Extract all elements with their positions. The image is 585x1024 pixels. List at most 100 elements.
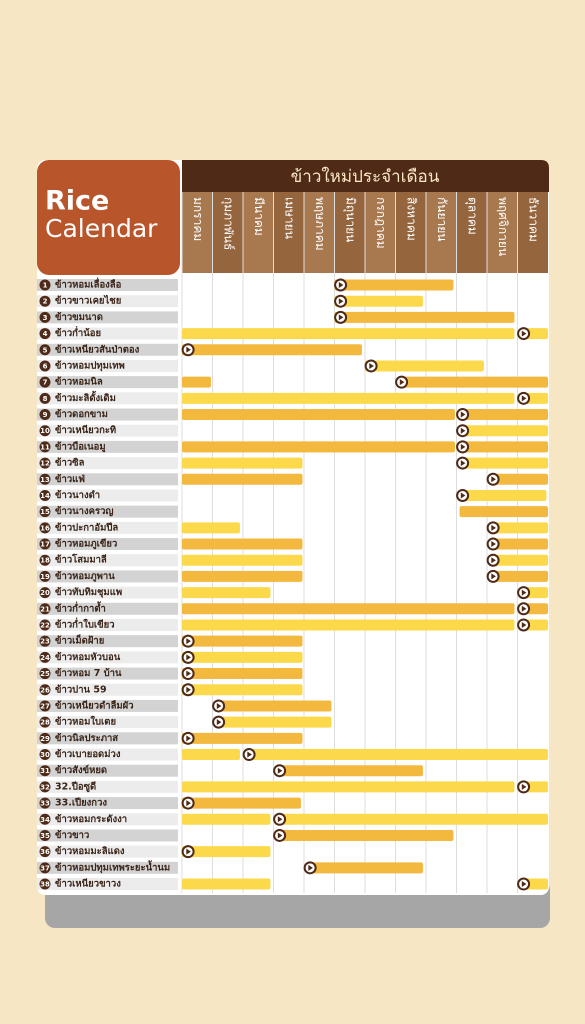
harvest-bar <box>182 878 271 890</box>
rice-name: 32.ปีอซูดี <box>55 780 96 793</box>
row-number: 2 <box>43 298 48 306</box>
row-number-badge <box>39 392 51 404</box>
rice-name: ข้าวเม็ดฝ้าย <box>55 634 104 647</box>
harvest-bar <box>182 781 515 793</box>
row-band <box>37 311 178 324</box>
rice-name: ข้าวขาว <box>55 829 89 841</box>
rice-name: ข้าวขมนาด <box>55 311 103 323</box>
rice-name: ข้าวมะลิดั้งเดิม <box>55 390 116 404</box>
row-number: 20 <box>40 589 50 597</box>
harvest-bar <box>182 522 240 534</box>
marker-arrow <box>369 362 374 369</box>
row-number-badge <box>39 538 51 550</box>
marker-arrow <box>216 702 222 709</box>
month-label: กรกฎาคม <box>374 197 388 249</box>
harvest-bar <box>182 846 271 858</box>
harvest-bar <box>182 668 303 680</box>
row-number-badge <box>39 506 51 518</box>
row-number: 13 <box>40 476 50 484</box>
row-band <box>37 505 178 518</box>
row-number-badge <box>39 700 51 712</box>
month-header <box>182 192 213 273</box>
month-label: เมษายน <box>282 197 296 239</box>
marker-arrow <box>491 524 496 531</box>
row-band <box>37 586 178 599</box>
month-header <box>517 192 548 273</box>
harvest-bar <box>275 829 454 841</box>
rice-name: 33.เปียงกวง <box>55 797 107 809</box>
row-band <box>37 440 178 453</box>
row-number-badge <box>39 328 51 340</box>
rice-name: ข้าวหอมปทุมเทพ <box>55 359 125 371</box>
rice-name: ข้าวหอมกระดังงา <box>55 813 127 825</box>
harvest-bar <box>244 749 548 761</box>
row-number: 10 <box>40 427 50 435</box>
month-header <box>304 192 335 273</box>
harvest-bar <box>334 311 515 323</box>
row-number: 29 <box>40 735 50 743</box>
row-number: 31 <box>40 767 50 775</box>
marker-arrow <box>186 735 191 742</box>
marker-arrow <box>186 654 191 661</box>
row-number: 11 <box>40 443 50 451</box>
month-header <box>456 192 487 273</box>
row-band <box>37 359 178 372</box>
harvest-bar <box>459 506 548 518</box>
row-number-badge <box>39 570 51 582</box>
row-band <box>37 780 178 793</box>
rice-name: ข้าวหอมนิล <box>55 376 103 388</box>
marker-arrow <box>521 605 527 612</box>
harvest-bar <box>182 392 515 404</box>
month-label: ตุลาคม <box>464 197 479 235</box>
marker-arrow <box>521 395 527 402</box>
row-band <box>37 635 178 648</box>
row-number-badge <box>39 829 51 841</box>
rice-name: ข้าวซิล <box>55 457 85 469</box>
marker-arrow <box>491 476 496 483</box>
marker-arrow <box>338 298 344 305</box>
marker-arrow <box>277 767 283 774</box>
rice-name: ข้าวเหนียวขาวง <box>55 878 121 890</box>
row-number: 34 <box>40 816 50 824</box>
row-number-badge <box>39 684 51 696</box>
row-band <box>37 683 178 696</box>
row-number: 9 <box>43 411 48 419</box>
row-number-badge <box>39 360 51 372</box>
rice-name: ข้าวหอมหัวบอน <box>55 651 121 663</box>
harvest-bar <box>488 473 548 485</box>
harvest-bar <box>365 360 484 372</box>
harvest-bar <box>182 651 303 663</box>
month-label: พฤษภาคม <box>313 197 327 251</box>
row-number: 36 <box>40 848 50 856</box>
row-band <box>37 667 178 680</box>
row-number: 21 <box>40 605 50 613</box>
rice-name: ข้าวหอมปทุมเทพระยะน้ำนม <box>55 859 170 873</box>
marker-arrow <box>338 282 344 288</box>
harvest-bar <box>182 457 303 469</box>
row-number: 12 <box>40 460 50 468</box>
rice-name: ข้าวเหนียวสันป่าตอง <box>55 343 140 355</box>
row-band <box>37 457 178 470</box>
logo-box <box>37 160 180 275</box>
harvest-bar <box>488 522 548 534</box>
marker-arrow <box>186 686 191 693</box>
row-number-badge <box>39 344 51 356</box>
rice-name: ข้าวเบายอดม่วง <box>55 748 121 760</box>
row-number-badge <box>39 716 51 728</box>
row-number-badge <box>39 732 51 744</box>
row-number-badge <box>39 279 51 291</box>
row-number-badge <box>39 522 51 534</box>
rice-name: ข้าวหอมมะลิแดง <box>55 845 125 857</box>
row-band <box>37 408 178 421</box>
row-band <box>37 651 178 664</box>
row-number-badge <box>39 587 51 599</box>
row-band <box>37 295 178 308</box>
rice-name: ข้าวดอกขาม <box>55 408 108 420</box>
row-number: 3 <box>43 314 48 322</box>
marker-arrow <box>338 314 344 321</box>
harvest-bar <box>488 570 548 582</box>
row-band <box>37 554 178 567</box>
row-band <box>37 764 178 777</box>
row-band <box>37 618 178 631</box>
